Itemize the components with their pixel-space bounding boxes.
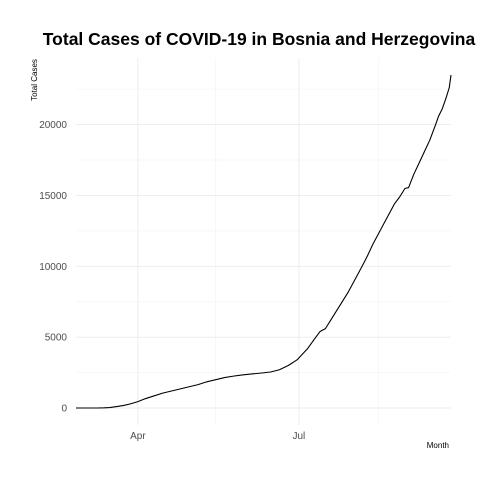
total-cases-line (76, 74, 452, 409)
y-axis-label: Total Cases (30, 59, 39, 101)
tick-labels: 0 5000 10000 15000 20000 Apr Jul (39, 120, 305, 442)
gridlines (76, 58, 451, 425)
y-tick-label: 5000 (45, 333, 68, 344)
x-tick-label: Jul (292, 431, 305, 442)
chart-title: Total Cases of COVID-19 in Bosnia and He… (43, 29, 476, 49)
y-tick-label: 15000 (39, 191, 67, 202)
y-tick-label: 0 (61, 403, 67, 414)
y-tick-label: 10000 (39, 262, 67, 273)
x-axis-label: Month (427, 441, 449, 450)
y-tick-label: 20000 (39, 120, 67, 131)
x-tick-label: Apr (130, 431, 146, 442)
series-layer (76, 74, 452, 409)
